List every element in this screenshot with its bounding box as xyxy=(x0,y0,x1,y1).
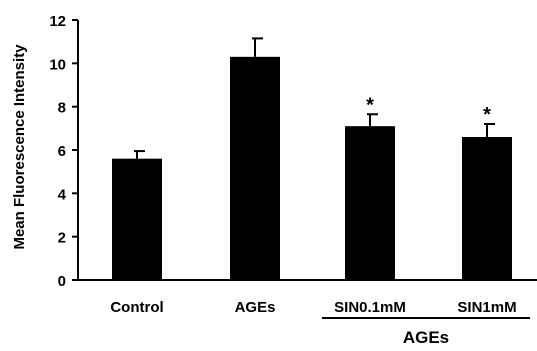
significance-markers: * * xyxy=(366,94,491,126)
x-tick-label: SIN1mM xyxy=(457,299,516,316)
x-tick-label: SIN0.1mM xyxy=(334,299,406,316)
bar xyxy=(230,56,280,281)
y-tick-label: 10 xyxy=(49,56,66,73)
significance-asterisk: * xyxy=(483,104,491,126)
y-tick-label: 4 xyxy=(58,186,67,203)
error-bars xyxy=(134,37,495,159)
y-tick-label: 2 xyxy=(58,230,66,247)
y-tick-label: 6 xyxy=(58,143,66,160)
significance-asterisk: * xyxy=(366,94,374,116)
y-axis-label: Mean Fluorescence Intensity xyxy=(11,44,28,250)
x-axis: Control AGEs SIN0.1mM SIN1mM xyxy=(78,279,537,316)
bar xyxy=(345,126,395,281)
y-axis: 0 2 4 6 8 10 12 xyxy=(49,13,79,290)
x-tick-label: Control xyxy=(110,299,163,316)
x-tick-label: AGEs xyxy=(235,299,276,316)
bars xyxy=(112,56,512,281)
bar xyxy=(112,158,162,280)
y-tick-label: 0 xyxy=(58,273,66,290)
bar xyxy=(462,137,512,280)
group-label: AGEs xyxy=(403,328,449,347)
y-tick-label: 12 xyxy=(49,13,66,30)
y-tick-label: 8 xyxy=(58,100,66,117)
